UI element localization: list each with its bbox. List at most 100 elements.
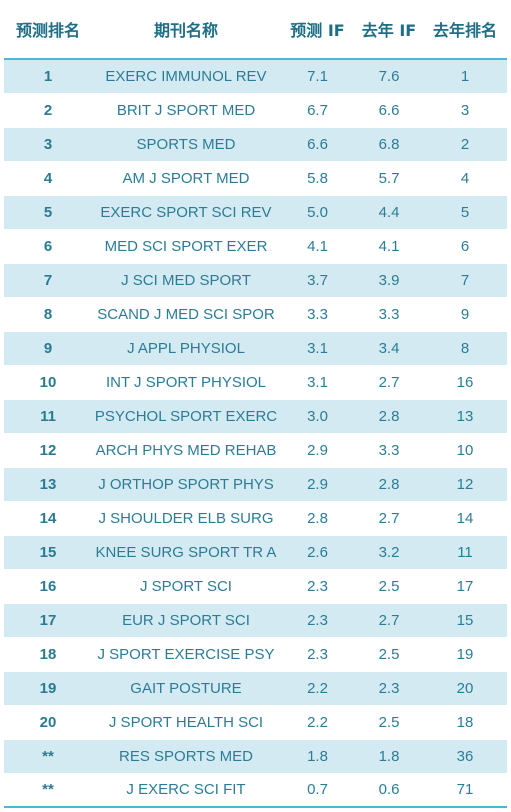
table-row: 1 EXERC IMMUNOL REV 7.1 7.6 1 <box>4 59 507 94</box>
cell-predicted-if: 3.3 <box>280 297 355 332</box>
cell-predicted-if: 2.9 <box>280 467 355 502</box>
cell-journal-name: AM J SPORT MED <box>92 161 280 196</box>
cell-predicted-if: 2.6 <box>280 535 355 570</box>
cell-last-year-rank: 36 <box>423 739 507 774</box>
cell-last-year-if: 5.7 <box>355 161 423 196</box>
cell-last-year-rank: 13 <box>423 399 507 434</box>
cell-journal-name: EUR J SPORT SCI <box>92 603 280 638</box>
table-row: 5 EXERC SPORT SCI REV 5.0 4.4 5 <box>4 195 507 230</box>
table-row: 12 ARCH PHYS MED REHAB 2.9 3.3 10 <box>4 433 507 468</box>
table-row: 11 PSYCHOL SPORT EXERC 3.0 2.8 13 <box>4 399 507 434</box>
cell-predicted-if: 6.6 <box>280 127 355 162</box>
header-predicted-rank: 预测排名 <box>4 0 92 60</box>
table-row: 19 GAIT POSTURE 2.2 2.3 20 <box>4 671 507 706</box>
cell-last-year-if: 2.3 <box>355 671 423 706</box>
header-row: 预测排名 期刊名称 预测 IF 去年 IF 去年排名 <box>4 0 507 60</box>
cell-last-year-rank: 15 <box>423 603 507 638</box>
cell-last-year-rank: 18 <box>423 705 507 740</box>
header-predicted-if: 预测 IF <box>280 0 355 60</box>
cell-predicted-rank: 5 <box>4 195 92 230</box>
cell-last-year-if: 2.5 <box>355 569 423 604</box>
cell-predicted-if: 1.8 <box>280 739 355 774</box>
cell-last-year-rank: 3 <box>423 93 507 128</box>
cell-journal-name: INT J SPORT PHYSIOL <box>92 365 280 400</box>
table-row: 8 SCAND J MED SCI SPOR 3.3 3.3 9 <box>4 297 507 332</box>
cell-journal-name: J SCI MED SPORT <box>92 263 280 298</box>
cell-predicted-if: 2.2 <box>280 705 355 740</box>
cell-last-year-if: 6.6 <box>355 93 423 128</box>
table-row: 17 EUR J SPORT SCI 2.3 2.7 15 <box>4 603 507 638</box>
table-row: 18 J SPORT EXERCISE PSY 2.3 2.5 19 <box>4 637 507 672</box>
cell-predicted-if: 6.7 <box>280 93 355 128</box>
cell-last-year-if: 3.9 <box>355 263 423 298</box>
cell-journal-name: J SPORT EXERCISE PSY <box>92 637 280 672</box>
cell-predicted-rank: ** <box>4 739 92 774</box>
cell-journal-name: J SHOULDER ELB SURG <box>92 501 280 536</box>
table-row: 16 J SPORT SCI 2.3 2.5 17 <box>4 569 507 604</box>
cell-journal-name: EXERC IMMUNOL REV <box>92 59 280 94</box>
cell-last-year-if: 2.8 <box>355 399 423 434</box>
cell-last-year-rank: 19 <box>423 637 507 672</box>
cell-predicted-if: 2.3 <box>280 569 355 604</box>
cell-predicted-if: 2.8 <box>280 501 355 536</box>
cell-predicted-rank: 17 <box>4 603 92 638</box>
table-row: 14 J SHOULDER ELB SURG 2.8 2.7 14 <box>4 501 507 536</box>
cell-last-year-if: 2.7 <box>355 365 423 400</box>
header-last-year-if: 去年 IF <box>355 0 423 60</box>
cell-predicted-rank: 12 <box>4 433 92 468</box>
table-header: 预测排名 期刊名称 预测 IF 去年 IF 去年排名 <box>4 0 507 60</box>
cell-last-year-rank: 11 <box>423 535 507 570</box>
cell-last-year-if: 3.3 <box>355 297 423 332</box>
table-row: 13 J ORTHOP SPORT PHYS 2.9 2.8 12 <box>4 467 507 502</box>
cell-predicted-rank: 8 <box>4 297 92 332</box>
cell-journal-name: SPORTS MED <box>92 127 280 162</box>
cell-journal-name: RES SPORTS MED <box>92 739 280 774</box>
table-row: 2 BRIT J SPORT MED 6.7 6.6 3 <box>4 93 507 128</box>
cell-last-year-if: 2.8 <box>355 467 423 502</box>
cell-last-year-rank: 6 <box>423 229 507 264</box>
cell-predicted-rank: 11 <box>4 399 92 434</box>
cell-last-year-rank: 4 <box>423 161 507 196</box>
cell-last-year-rank: 14 <box>423 501 507 536</box>
cell-journal-name: BRIT J SPORT MED <box>92 93 280 128</box>
cell-predicted-rank: 3 <box>4 127 92 162</box>
header-last-year-rank: 去年排名 <box>423 0 507 60</box>
cell-last-year-if: 6.8 <box>355 127 423 162</box>
cell-journal-name: KNEE SURG SPORT TR A <box>92 535 280 570</box>
cell-predicted-rank: 16 <box>4 569 92 604</box>
cell-last-year-if: 0.6 <box>355 773 423 808</box>
cell-journal-name: J ORTHOP SPORT PHYS <box>92 467 280 502</box>
cell-last-year-rank: 20 <box>423 671 507 706</box>
cell-last-year-if: 3.3 <box>355 433 423 468</box>
cell-predicted-rank: 4 <box>4 161 92 196</box>
cell-predicted-if: 2.9 <box>280 433 355 468</box>
cell-last-year-if: 3.4 <box>355 331 423 366</box>
cell-last-year-if: 4.1 <box>355 229 423 264</box>
cell-journal-name: GAIT POSTURE <box>92 671 280 706</box>
cell-predicted-rank: 7 <box>4 263 92 298</box>
cell-last-year-rank: 17 <box>423 569 507 604</box>
cell-last-year-rank: 9 <box>423 297 507 332</box>
table-row: 4 AM J SPORT MED 5.8 5.7 4 <box>4 161 507 196</box>
cell-journal-name: J APPL PHYSIOL <box>92 331 280 366</box>
cell-last-year-if: 2.7 <box>355 501 423 536</box>
cell-predicted-if: 3.1 <box>280 365 355 400</box>
table-row: 15 KNEE SURG SPORT TR A 2.6 3.2 11 <box>4 535 507 570</box>
cell-last-year-if: 3.2 <box>355 535 423 570</box>
table-row: 6 MED SCI SPORT EXER 4.1 4.1 6 <box>4 229 507 264</box>
table-row: 3 SPORTS MED 6.6 6.8 2 <box>4 127 507 162</box>
cell-last-year-rank: 1 <box>423 59 507 94</box>
cell-predicted-rank: 10 <box>4 365 92 400</box>
cell-predicted-rank: 6 <box>4 229 92 264</box>
cell-last-year-if: 4.4 <box>355 195 423 230</box>
cell-last-year-if: 2.7 <box>355 603 423 638</box>
cell-journal-name: J SPORT SCI <box>92 569 280 604</box>
table-row: ** J EXERC SCI FIT 0.7 0.6 71 <box>4 773 507 808</box>
cell-predicted-rank: 15 <box>4 535 92 570</box>
cell-predicted-rank: 9 <box>4 331 92 366</box>
cell-journal-name: J EXERC SCI FIT <box>92 773 280 808</box>
header-journal-name: 期刊名称 <box>92 0 280 60</box>
cell-journal-name: ARCH PHYS MED REHAB <box>92 433 280 468</box>
